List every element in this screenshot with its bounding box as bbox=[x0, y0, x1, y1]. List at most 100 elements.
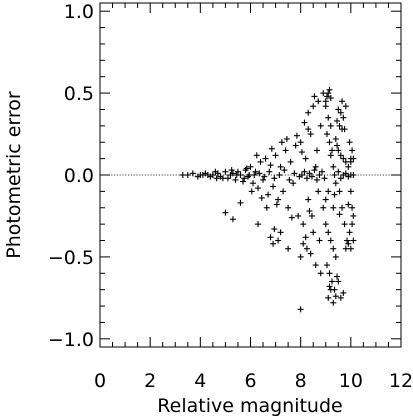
data-point bbox=[322, 103, 329, 110]
data-point bbox=[286, 176, 293, 183]
data-point bbox=[258, 194, 265, 201]
data-point bbox=[303, 245, 310, 252]
data-point bbox=[271, 226, 278, 233]
data-point bbox=[271, 175, 278, 182]
data-point bbox=[335, 168, 342, 175]
data-point bbox=[324, 93, 331, 100]
data-point bbox=[339, 98, 346, 105]
data-point bbox=[277, 229, 284, 236]
data-points bbox=[179, 86, 357, 313]
data-point bbox=[324, 131, 331, 138]
data-point bbox=[297, 139, 304, 146]
data-point bbox=[330, 204, 337, 211]
data-point bbox=[237, 199, 244, 206]
data-point bbox=[308, 212, 315, 219]
data-point bbox=[327, 152, 334, 159]
data-point bbox=[344, 237, 351, 244]
data-point bbox=[213, 175, 220, 182]
data-point bbox=[189, 170, 196, 177]
data-point bbox=[342, 158, 349, 165]
data-point bbox=[334, 117, 341, 124]
data-point bbox=[204, 172, 211, 178]
data-point bbox=[350, 212, 357, 219]
data-point bbox=[280, 188, 287, 195]
data-point bbox=[336, 211, 343, 218]
data-point bbox=[340, 289, 347, 296]
data-point bbox=[283, 135, 290, 142]
data-point bbox=[306, 170, 313, 177]
data-point bbox=[212, 168, 219, 175]
data-point bbox=[350, 237, 357, 244]
data-point bbox=[342, 170, 349, 177]
data-point bbox=[239, 178, 246, 185]
data-point bbox=[285, 204, 292, 211]
data-point bbox=[255, 221, 262, 228]
y-tick-label: −1.0 bbox=[48, 329, 94, 351]
data-point bbox=[310, 103, 317, 110]
data-point bbox=[243, 165, 250, 172]
data-point bbox=[315, 188, 322, 195]
data-point bbox=[350, 155, 357, 162]
data-point bbox=[307, 131, 314, 138]
data-point bbox=[327, 95, 334, 102]
data-point bbox=[261, 173, 268, 180]
data-point bbox=[278, 139, 285, 146]
data-point bbox=[267, 234, 274, 241]
data-point bbox=[320, 90, 327, 97]
x-tick-label: 6 bbox=[244, 370, 256, 392]
data-point bbox=[282, 147, 289, 154]
data-point bbox=[300, 221, 307, 228]
data-point bbox=[219, 175, 226, 182]
data-point bbox=[350, 172, 357, 178]
data-point bbox=[273, 201, 280, 208]
y-axis-title: Photometric error bbox=[3, 91, 25, 259]
data-point bbox=[295, 212, 302, 219]
data-point bbox=[325, 114, 332, 121]
y-axis-ticks: −1.0 −0.5 0.0 0.5 1.0 bbox=[48, 1, 401, 351]
data-point bbox=[277, 163, 284, 170]
data-point bbox=[330, 299, 337, 306]
data-point bbox=[310, 229, 317, 236]
data-point bbox=[312, 262, 319, 269]
data-point bbox=[298, 149, 305, 156]
data-point bbox=[324, 262, 331, 269]
data-point bbox=[335, 278, 342, 285]
data-point bbox=[250, 180, 257, 187]
data-point bbox=[340, 155, 347, 162]
data-point bbox=[232, 176, 239, 183]
data-point bbox=[247, 163, 254, 170]
data-point bbox=[297, 306, 304, 313]
data-point bbox=[270, 183, 277, 190]
data-point bbox=[322, 196, 329, 203]
data-point bbox=[293, 132, 300, 139]
data-point bbox=[337, 175, 344, 182]
data-point bbox=[288, 214, 295, 221]
data-point bbox=[263, 204, 270, 211]
data-point bbox=[300, 240, 307, 247]
data-point bbox=[347, 245, 354, 252]
data-point bbox=[184, 172, 191, 178]
data-point bbox=[301, 119, 308, 126]
data-point bbox=[329, 278, 336, 285]
x-tick-label: 12 bbox=[389, 370, 413, 392]
data-point bbox=[320, 204, 327, 211]
x-tick-label: 4 bbox=[194, 370, 206, 392]
data-point bbox=[199, 172, 206, 178]
data-point bbox=[303, 175, 310, 182]
data-point bbox=[276, 172, 283, 178]
data-point bbox=[311, 93, 318, 100]
data-point bbox=[298, 172, 305, 178]
data-point bbox=[326, 86, 333, 93]
data-point bbox=[316, 237, 323, 244]
data-point bbox=[325, 294, 332, 301]
x-tick-label: 2 bbox=[144, 370, 156, 392]
data-point bbox=[317, 122, 324, 129]
data-point bbox=[268, 145, 275, 152]
data-point bbox=[311, 167, 318, 174]
data-point bbox=[313, 176, 320, 183]
data-point bbox=[229, 170, 236, 177]
data-point bbox=[302, 155, 309, 162]
data-point bbox=[241, 175, 248, 182]
data-point bbox=[330, 245, 337, 252]
data-point bbox=[342, 103, 349, 110]
